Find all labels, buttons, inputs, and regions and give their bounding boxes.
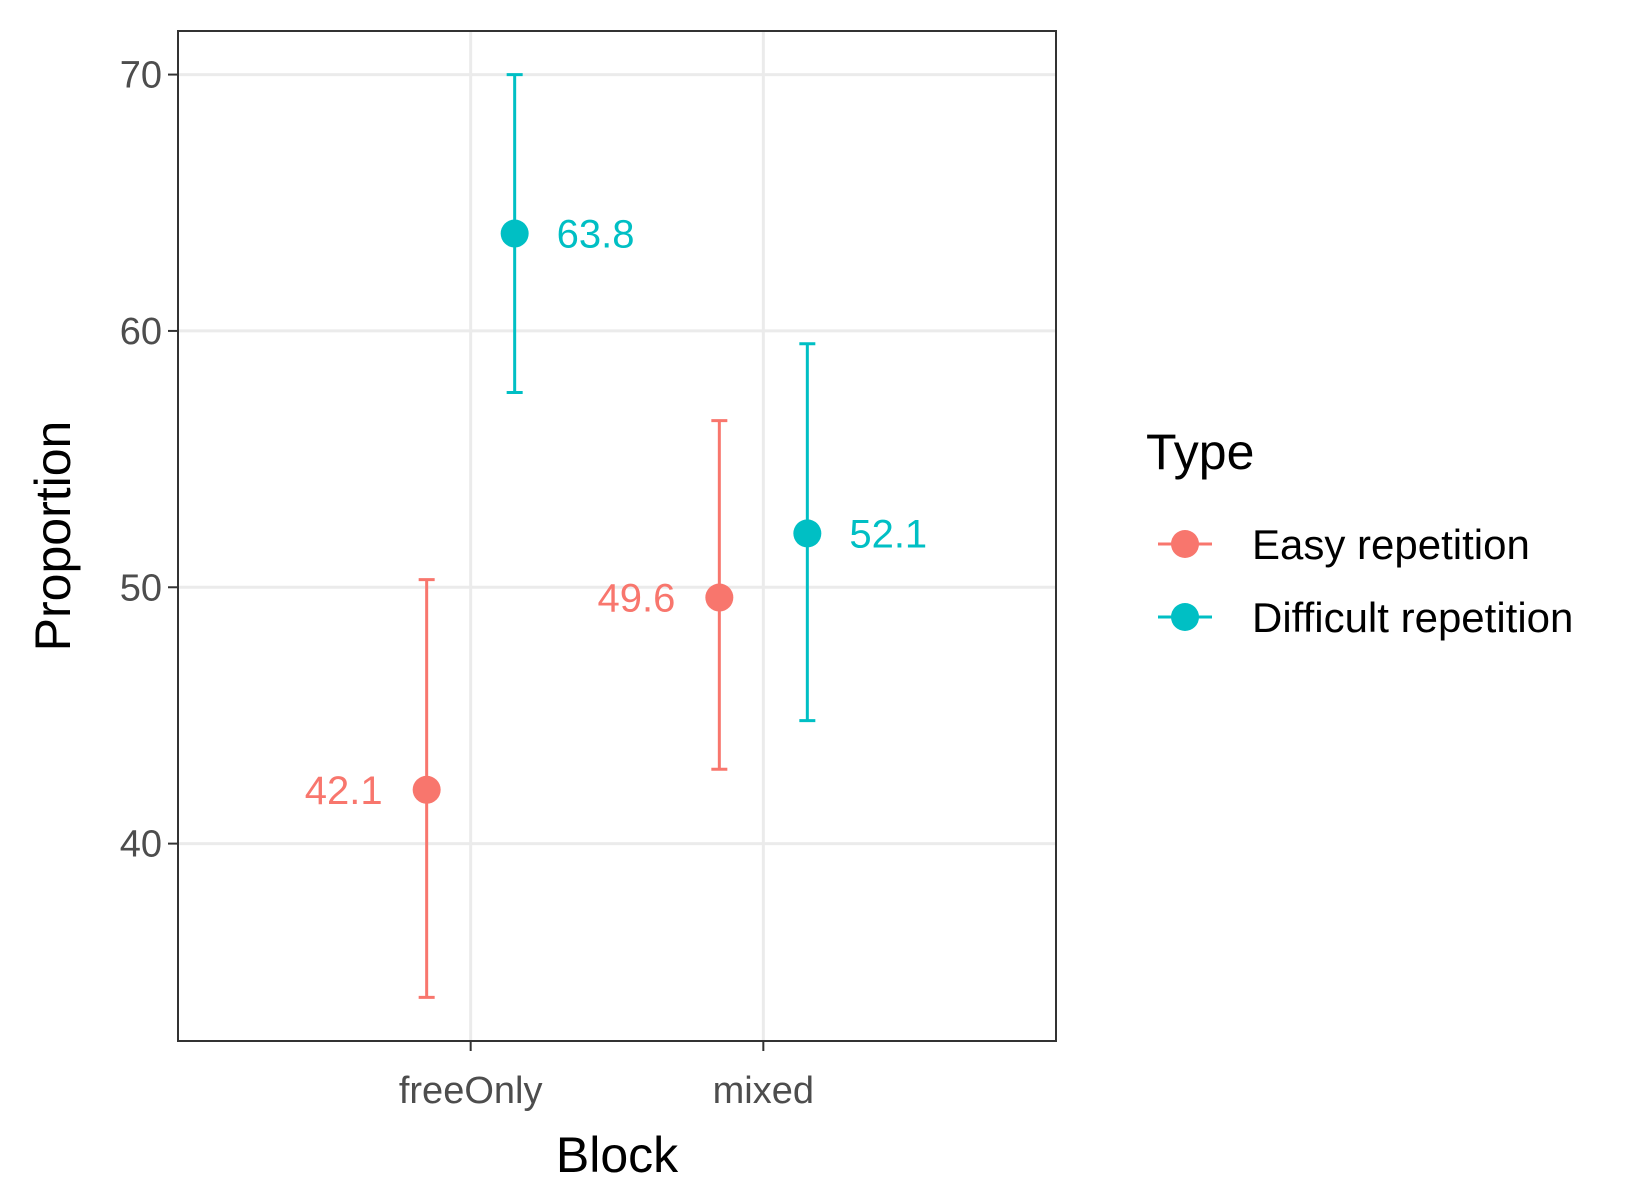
legend-title: Type — [1146, 424, 1254, 480]
data-label: 63.8 — [557, 213, 635, 257]
y-tick-label: 70 — [120, 55, 162, 97]
y-axis-title: Proportion — [25, 421, 81, 652]
x-axis-title: Block — [556, 1127, 679, 1183]
data-label: 52.1 — [849, 512, 927, 556]
plot-border — [177, 30, 1057, 1042]
legend-label: Easy repetition — [1252, 521, 1530, 568]
data-label: 49.6 — [597, 577, 675, 621]
data-point — [500, 219, 529, 248]
y-tick-label: 50 — [120, 567, 162, 609]
grid-lines-y — [178, 73, 1056, 846]
data-label: 42.1 — [305, 769, 383, 813]
data-point — [412, 775, 441, 804]
legend: Type Easy repetition Difficult repetition — [1146, 424, 1573, 641]
legend-key-point — [1171, 530, 1199, 558]
data-point — [793, 519, 822, 548]
y-tick-label: 40 — [120, 824, 162, 866]
y-axis: 40 50 60 70 — [120, 55, 178, 866]
legend-key-point — [1171, 603, 1199, 631]
legend-items: Easy repetition Difficult repetition — [1158, 521, 1573, 641]
x-tick-label: freeOnly — [399, 1070, 543, 1112]
grid-lines-x — [469, 31, 765, 1041]
data-point — [705, 583, 734, 612]
plot-background — [178, 31, 1056, 1041]
x-axis: freeOnly mixed — [399, 1041, 814, 1112]
y-tick-label: 60 — [120, 311, 162, 353]
legend-label: Difficult repetition — [1252, 594, 1573, 641]
plot-marks: 42.1 49.6 63.8 52.1 — [305, 73, 927, 999]
x-tick-label: mixed — [713, 1070, 814, 1112]
